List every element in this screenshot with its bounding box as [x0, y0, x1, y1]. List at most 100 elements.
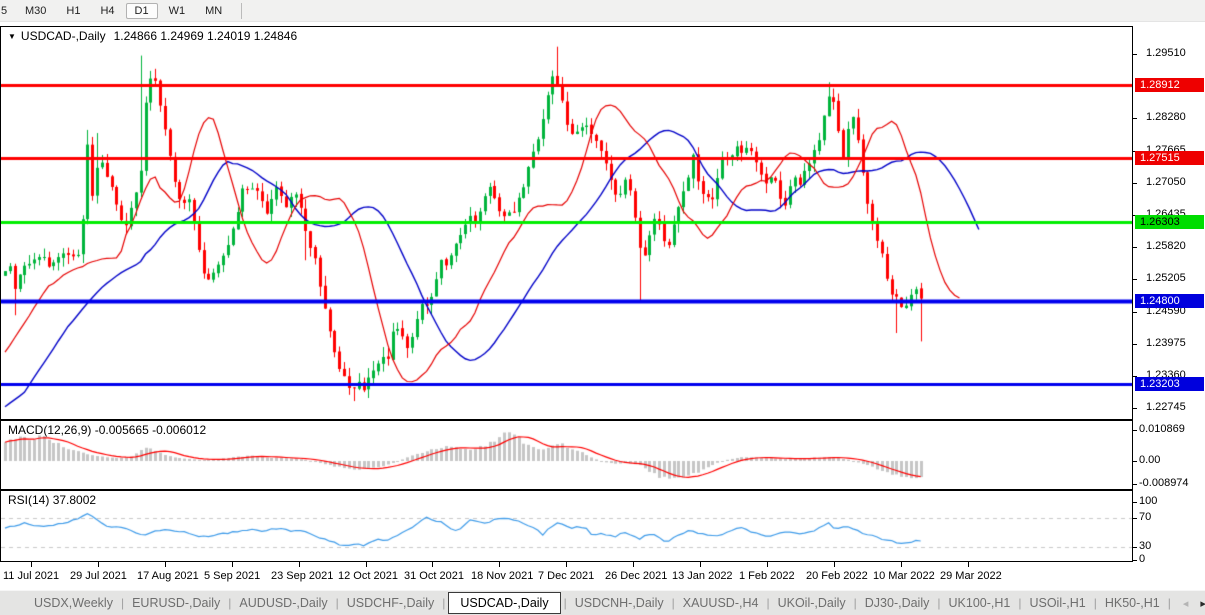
tab-uk100-h1[interactable]: UK100-,H1	[948, 596, 1011, 610]
price-tick-mark	[1133, 247, 1137, 248]
price-tick-mark	[1133, 279, 1137, 280]
date-tick-mark	[566, 562, 567, 567]
price-tick-label: 1.22745	[1146, 401, 1186, 413]
rsi-axis-tick-mark	[1133, 560, 1137, 561]
date-tick-label: 31 Oct 2021	[404, 570, 464, 582]
rsi-canvas[interactable]	[1, 491, 1132, 561]
macd-canvas[interactable]	[1, 421, 1132, 489]
timeframe-button-5[interactable]: 5	[1, 4, 8, 17]
rsi-name: RSI(14)	[8, 493, 50, 507]
tab-scroll-arrows: | ◂ ▸	[1168, 596, 1205, 610]
tab-eurusd-daily[interactable]: EURUSD-,Daily	[132, 596, 221, 610]
hline-price-label[interactable]: 1.27515	[1135, 151, 1204, 165]
price-tick-label: 1.29510	[1146, 47, 1186, 59]
tab-hk50-h1[interactable]: HK50-,H1	[1104, 596, 1160, 610]
date-tick-label: 12 Oct 2021	[338, 570, 398, 582]
tab-usdcnh-daily[interactable]: USDCNH-,Daily	[574, 596, 664, 610]
price-tick-label: 1.28280	[1146, 111, 1186, 123]
date-tick-label: 1 Feb 2022	[739, 570, 795, 582]
rsi-label: RSI(14) 37.8002	[8, 493, 96, 507]
date-tick-mark	[633, 562, 634, 567]
date-tick-mark	[366, 562, 367, 567]
timeframe-button-H1[interactable]: H1	[66, 4, 81, 17]
macd-axis-label: 0.00	[1139, 454, 1161, 466]
hline-price-label[interactable]: 1.24800	[1135, 294, 1204, 308]
tab-usdx-weekly[interactable]: USDX,Weekly	[34, 596, 113, 610]
tab-separator: |	[1018, 596, 1022, 610]
tab-separator: |	[671, 596, 675, 610]
tab-separator: |	[937, 596, 941, 610]
date-tick-label: 29 Jul 2021	[70, 570, 127, 582]
price-axis[interactable]: 1.29510 1.28280 1.27665 1.27050 1.26435 1.258…	[1133, 26, 1205, 565]
chevron-down-icon[interactable]: ▼	[8, 32, 16, 41]
hline-price-label[interactable]: 1.23203	[1135, 377, 1204, 391]
tab-separator: |	[1167, 596, 1171, 610]
hline-price-label[interactable]: 1.26303	[1135, 215, 1204, 229]
tab-separator: |	[766, 596, 770, 610]
price-tick-label: 1.25205	[1146, 272, 1186, 284]
tab-scroll-left-icon[interactable]: ◂	[1182, 597, 1189, 610]
hline-price-label[interactable]: 1.28912	[1135, 78, 1204, 92]
date-tick-label: 10 Mar 2022	[873, 570, 935, 582]
date-tick-mark	[299, 562, 300, 567]
rsi-axis-label: 100	[1139, 495, 1158, 507]
rsi-value: 37.8002	[52, 493, 97, 507]
date-tick-mark	[165, 562, 166, 567]
date-tick-mark	[700, 562, 701, 567]
date-tick-label: 11 Jul 2021	[3, 570, 60, 582]
tab-usdchf-daily[interactable]: USDCHF-,Daily	[346, 596, 435, 610]
tab-separator: |	[335, 596, 339, 610]
price-tick-mark	[1133, 118, 1137, 119]
date-tick-label: 13 Jan 2022	[672, 570, 733, 582]
rsi-panel[interactable]: RSI(14) 37.8002	[0, 490, 1133, 562]
date-tick-label: 17 Aug 2021	[137, 570, 199, 582]
main-chart-canvas[interactable]	[1, 27, 1132, 419]
chart-symbol-label: USDCAD-,Daily	[20, 29, 106, 43]
timeframe-button-D1[interactable]: D1	[125, 2, 158, 19]
rsi-axis-tick-mark	[1133, 502, 1137, 503]
date-tick-mark	[232, 562, 233, 567]
tab-ukoil-daily[interactable]: UKOil-,Daily	[777, 596, 846, 610]
date-tick-label: 5 Sep 2021	[204, 570, 261, 582]
date-tick-label: 20 Feb 2022	[806, 570, 868, 582]
macd-label: MACD(12,26,9) -0.005665 -0.006012	[8, 423, 206, 437]
price-tick-label: 1.23975	[1146, 337, 1186, 349]
date-tick-label: 26 Dec 2021	[605, 570, 668, 582]
tab-separator: |	[563, 596, 567, 610]
date-tick-label: 18 Nov 2021	[471, 570, 534, 582]
date-tick-mark	[968, 562, 969, 567]
tab-audusd-daily[interactable]: AUDUSD-,Daily	[239, 596, 328, 610]
tab-xauusd-h4[interactable]: XAUUSD-,H4	[682, 596, 759, 610]
rsi-axis-tick-mark	[1133, 518, 1137, 519]
timeframe-toolbar: 5 M30 H1 H4 D1 W1 MN	[0, 0, 1205, 22]
chart-title: ▼ USDCAD-,Daily 1.24866 1.24969 1.24019 1.…	[8, 29, 297, 43]
tab-dj30-daily[interactable]: DJ30-,Daily	[864, 596, 930, 610]
macd-values: -0.005665 -0.006012	[94, 423, 207, 437]
date-tick-label: 29 Mar 2022	[940, 570, 1002, 582]
price-tick-mark	[1133, 183, 1137, 184]
date-tick-label: 23 Sep 2021	[271, 570, 334, 582]
price-tick-mark	[1133, 344, 1137, 345]
tab-usdcad-daily[interactable]: USDCAD-,Daily	[448, 592, 561, 614]
timeframe-button-W1[interactable]: W1	[168, 4, 186, 17]
timeframe-button-M30[interactable]: M30	[25, 4, 47, 17]
price-tick-mark	[1133, 376, 1137, 377]
tab-usoil-h1[interactable]: USOil-,H1	[1029, 596, 1086, 610]
symbol-tab-bar: USDX,Weekly | EURUSD-,Daily | AUDUSD-,Daily |…	[0, 590, 1205, 615]
price-tick-mark	[1133, 408, 1137, 409]
rsi-axis-label: 30	[1139, 540, 1152, 552]
chart-ohlc-values: 1.24866 1.24969 1.24019 1.24846	[113, 29, 298, 43]
timeframe-button-H4[interactable]: H4	[100, 4, 115, 17]
timeframe-button-MN[interactable]: MN	[205, 4, 223, 17]
macd-panel[interactable]: MACD(12,26,9) -0.005665 -0.006012	[0, 420, 1133, 490]
tab-separator: |	[228, 596, 232, 610]
rsi-axis-tick-mark	[1133, 547, 1137, 548]
main-chart-panel[interactable]: ▼ USDCAD-,Daily 1.24866 1.24969 1.24019 1.…	[0, 26, 1133, 420]
tab-separator: |	[120, 596, 125, 610]
date-axis[interactable]: 11 Jul 2021 29 Jul 2021 17 Aug 2021 5 Sep 2…	[0, 562, 1205, 590]
date-tick-mark	[31, 562, 32, 567]
toolbar-separator	[241, 2, 243, 19]
tab-scroll-right-icon[interactable]: ▸	[1200, 597, 1205, 610]
macd-axis-tick-mark	[1133, 430, 1137, 431]
macd-axis-tick-mark	[1133, 484, 1137, 485]
